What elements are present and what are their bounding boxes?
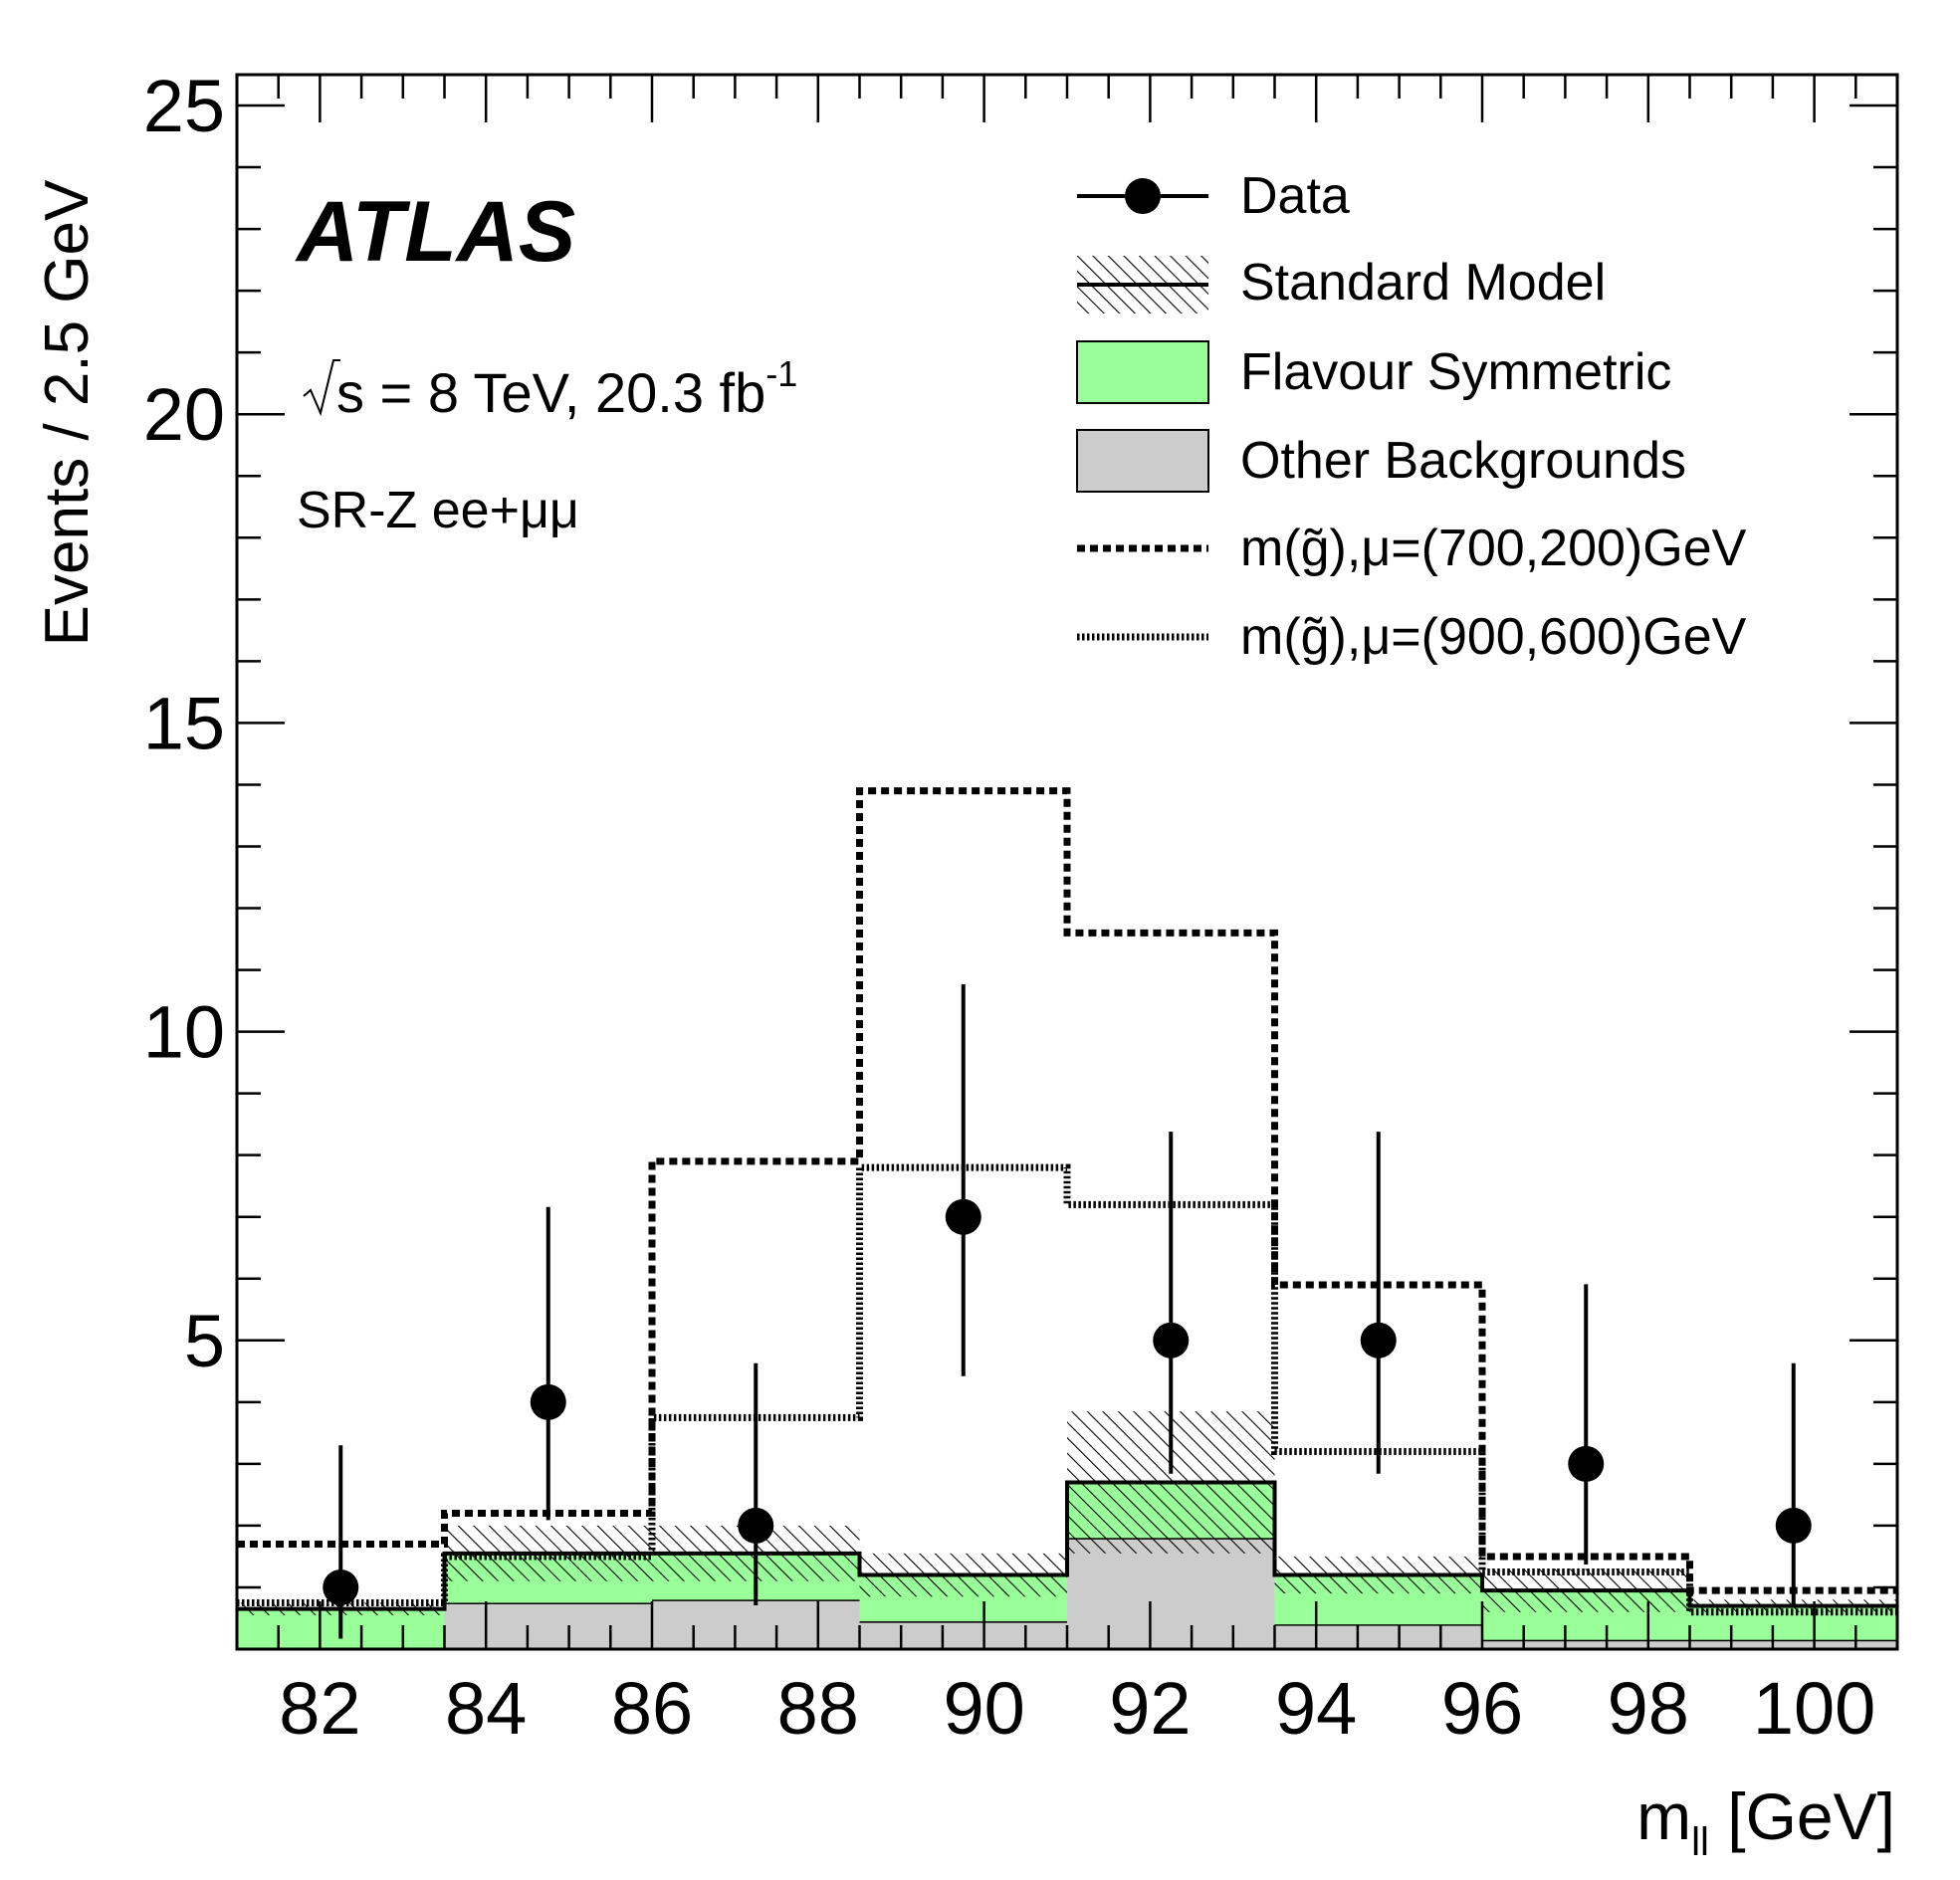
legend-data-label: Data — [1240, 167, 1350, 225]
standard-model-line — [237, 1480, 1897, 1611]
x-tick-label: 82 — [279, 1667, 360, 1750]
legend-other-label: Other Backgrounds — [1240, 432, 1686, 490]
data-point — [945, 1198, 981, 1235]
x-tick-label: 92 — [1109, 1667, 1191, 1750]
energy-lumi-label: s = 8 TeV, 20.3 fb-1 — [303, 353, 797, 424]
x-tick-label: 100 — [1753, 1667, 1875, 1750]
other-backgrounds-bar — [1067, 1538, 1275, 1649]
atlas-label: ATLAS — [295, 184, 575, 280]
y-axis-title: Events / 2.5 GeV — [33, 179, 102, 646]
region-label: SR-Z ee+μμ — [297, 482, 579, 539]
y-tick-label: 5 — [184, 1300, 225, 1382]
y-tick-label: 20 — [143, 373, 225, 456]
legend-other-entry: Other Backgrounds — [1076, 429, 1686, 493]
x-tick-label: 96 — [1441, 1667, 1523, 1750]
other-backgrounds-bar — [1274, 1624, 1482, 1649]
legend-sm-entry: Standard Model — [1077, 254, 1606, 313]
sqrt-symbol — [303, 359, 340, 417]
y-tick-label: 10 — [143, 991, 225, 1074]
x-tick-label: 98 — [1608, 1667, 1689, 1750]
data-point — [1360, 1322, 1397, 1358]
energy-s: s — [336, 361, 364, 424]
x-tick-label: 94 — [1275, 1667, 1357, 1750]
x-tick-label: 86 — [611, 1667, 693, 1750]
x-axis-title: mll [GeV] — [1636, 1779, 1895, 1864]
x-tick-label: 84 — [445, 1667, 527, 1750]
legend-sig2-label: m(g̃),μ=(900,600)GeV — [1240, 608, 1747, 666]
data-point — [1153, 1322, 1190, 1358]
other-backgrounds-bar — [444, 1602, 652, 1649]
y-tick-label: 25 — [143, 65, 225, 147]
other-backgrounds-bar — [652, 1599, 860, 1649]
x-axis-title-main: m — [1636, 1779, 1691, 1853]
data-point — [1775, 1507, 1812, 1544]
other-backgrounds-bar — [1482, 1639, 1690, 1649]
legend-sig2-entry: m(g̃),μ=(900,600)GeV — [1077, 608, 1747, 666]
data-point — [530, 1383, 566, 1420]
data-point — [738, 1507, 774, 1544]
legend-fs-entry: Flavour Symmetric — [1076, 340, 1671, 404]
x-axis-title-unit: [GeV] — [1709, 1779, 1895, 1853]
legend-sig1-entry: m(g̃),μ=(700,200)GeV — [1077, 520, 1747, 577]
data-point — [323, 1568, 359, 1605]
data-layer — [323, 983, 1812, 1639]
y-tick-label: 15 — [143, 682, 225, 764]
other-backgrounds-bar — [1689, 1639, 1897, 1649]
legend-other-swatch — [1076, 429, 1209, 493]
x-axis-title-subscript: ll — [1691, 1820, 1709, 1864]
axis-tick-labels: 82 84 86 88 90 92 94 96 98 100 5 10 15 20 25 — [143, 65, 1876, 1750]
data-point — [1568, 1445, 1605, 1482]
x-tick-label: 90 — [943, 1667, 1024, 1750]
x-tick-label: 88 — [777, 1667, 859, 1750]
legend-fs-swatch — [1076, 340, 1209, 404]
energy-lumi-text: s = 8 TeV, 20.3 fb-1 — [336, 353, 797, 424]
other-backgrounds-bar — [859, 1621, 1067, 1649]
standard-model-layer — [237, 1480, 1897, 1611]
energy-rest: = 8 TeV, 20.3 fb — [364, 361, 765, 424]
legend: Data Standard Model Flavour Symmetric Ot… — [1076, 167, 1747, 666]
legend-fs-label: Flavour Symmetric — [1240, 343, 1671, 401]
lumi-exponent: -1 — [765, 353, 797, 394]
legend-sm-label: Standard Model — [1240, 254, 1606, 312]
axis-ticks — [235, 75, 1899, 1651]
legend-data-marker — [1125, 178, 1161, 214]
legend-sig1-label: m(g̃),μ=(700,200)GeV — [1240, 520, 1747, 577]
legend-data-entry: Data — [1077, 167, 1350, 225]
